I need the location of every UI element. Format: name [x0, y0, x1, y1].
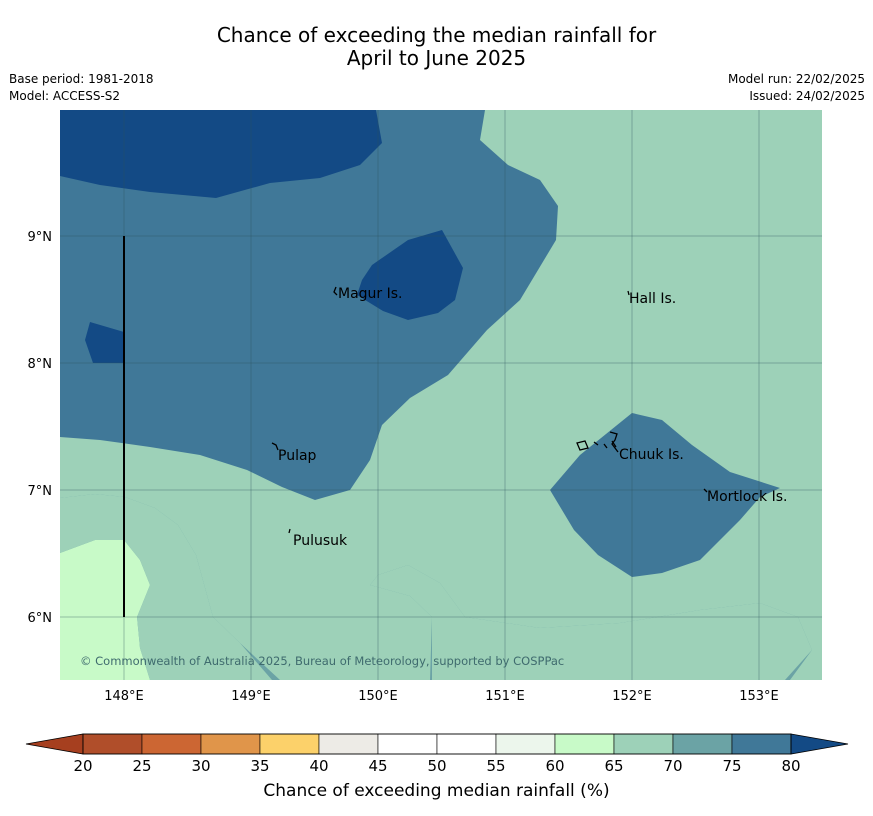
base-period-text: Base period: 1981-2018 — [9, 72, 154, 86]
colorbar-segment-70-75 — [672, 733, 733, 755]
colorbar-segment-60-65 — [554, 733, 615, 755]
colorbar-segment-45-50 — [377, 733, 438, 755]
colorbar-segment-50-55 — [436, 733, 497, 755]
place-labels: Magur Is. Hall Is. Pulap Chuuk Is. Mortl… — [278, 286, 787, 549]
place-pulap: Pulap — [278, 448, 317, 464]
colorbar-ticks: 20 25 30 35 40 45 50 55 60 65 70 75 80 — [73, 757, 800, 775]
colorbar-high-extension — [790, 733, 849, 755]
colorbar — [25, 733, 849, 755]
island-chuuk-lagoon — [576, 431, 619, 453]
cb-tick-65: 65 — [604, 757, 623, 775]
cb-tick-80: 80 — [781, 757, 800, 775]
colorbar-segment-25-30 — [141, 733, 202, 755]
cb-tick-50: 50 — [427, 757, 446, 775]
island-hall — [627, 290, 630, 296]
band-80-plus-north — [60, 110, 382, 198]
cb-tick-55: 55 — [486, 757, 505, 775]
probability-field — [60, 110, 822, 680]
lon-tick-151: 151°E — [485, 689, 525, 704]
band-80-plus-magur — [357, 230, 463, 320]
colorbar-segment-40-45 — [318, 733, 379, 755]
place-mortlock: Mortlock Is. — [707, 489, 787, 505]
cb-tick-25: 25 — [132, 757, 151, 775]
cb-tick-70: 70 — [663, 757, 682, 775]
colorbar-segment-75-80 — [731, 733, 792, 755]
model-text: Model: ACCESS-S2 — [9, 89, 121, 103]
place-chuuk: Chuuk Is. — [619, 447, 684, 463]
band-80-plus-west — [85, 322, 124, 363]
lon-tick-148: 148°E — [104, 689, 144, 704]
map-title-line2: April to June 2025 — [346, 46, 527, 70]
colorbar-low-extension — [25, 733, 84, 755]
lon-tick-149: 149°E — [231, 689, 271, 704]
island-pulusuk — [288, 528, 291, 534]
cb-tick-75: 75 — [722, 757, 741, 775]
band-75-80-chuuk — [550, 413, 780, 577]
lon-tick-152: 152°E — [612, 689, 652, 704]
map-title-line1: Chance of exceeding the median rainfall … — [216, 23, 657, 47]
colorbar-label: Chance of exceeding median rainfall (%) — [263, 781, 610, 801]
colorbar-outline — [82, 733, 792, 755]
meta-right: Model run: 22/02/2025 Issued: 24/02/2025 — [728, 71, 865, 105]
island-pulap — [271, 442, 279, 451]
gridlines — [60, 110, 822, 680]
model-run-text: Model run: 22/02/2025 — [727, 72, 865, 86]
place-hall: Hall Is. — [629, 291, 676, 307]
copyright-text: © Commonwealth of Australia 2025, Bureau… — [80, 654, 564, 668]
issued-text: Issued: 24/02/2025 — [749, 89, 865, 103]
band-65-70-sw — [60, 494, 272, 680]
place-pulusuk: Pulusuk — [293, 533, 348, 549]
island-mortlock — [703, 488, 708, 493]
cb-tick-20: 20 — [73, 757, 92, 775]
lat-tick-labels: 9°N 8°N 7°N 6°N — [28, 230, 53, 626]
lat-tick-7: 7°N — [28, 484, 53, 499]
band-60-65 — [60, 540, 150, 680]
colorbar-segment-65-70 — [613, 733, 674, 755]
band-60-65-corner — [60, 663, 80, 680]
lon-tick-153: 153°E — [739, 689, 779, 704]
colorbar-segment-20-25 — [82, 733, 143, 755]
place-magur: Magur Is. — [338, 286, 403, 302]
islands — [271, 286, 708, 534]
lon-tick-labels: 148°E 149°E 150°E 151°E 152°E 153°E — [104, 689, 779, 704]
colorbar-segment-55-60 — [495, 733, 556, 755]
colorbar-segment-35-40 — [259, 733, 320, 755]
lat-tick-6: 6°N — [28, 611, 53, 626]
lon-tick-150: 150°E — [358, 689, 398, 704]
cb-tick-35: 35 — [250, 757, 269, 775]
lat-tick-8: 8°N — [28, 357, 53, 372]
band-75-80 — [60, 110, 558, 500]
island-magur — [333, 286, 338, 296]
band-65-70-se — [370, 565, 812, 680]
cb-tick-30: 30 — [191, 757, 210, 775]
meta-left: Base period: 1981-2018 Model: ACCESS-S2 — [9, 71, 154, 105]
cb-tick-40: 40 — [309, 757, 328, 775]
cb-tick-60: 60 — [545, 757, 564, 775]
colorbar-segment-30-35 — [200, 733, 261, 755]
lat-tick-9: 9°N — [28, 230, 53, 245]
cb-tick-45: 45 — [368, 757, 387, 775]
